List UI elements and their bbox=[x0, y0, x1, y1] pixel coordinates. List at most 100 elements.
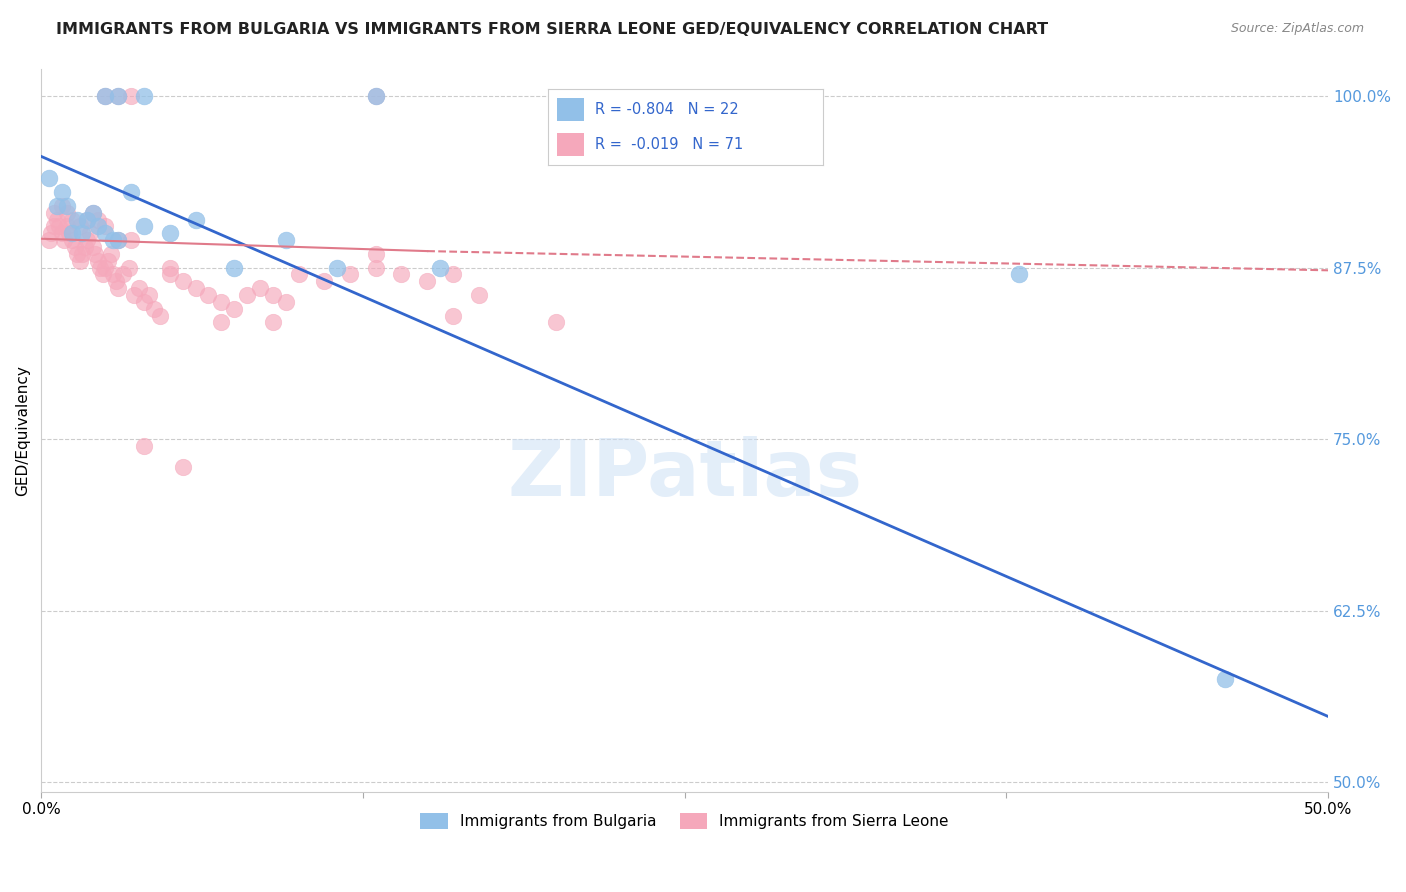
Point bbox=[79, 226, 101, 240]
Point bbox=[103, 233, 125, 247]
Bar bbox=[557, 98, 583, 121]
Point bbox=[112, 268, 135, 282]
Point bbox=[262, 288, 284, 302]
Point bbox=[236, 288, 259, 302]
Point bbox=[60, 226, 83, 240]
Point bbox=[107, 233, 129, 247]
Point bbox=[60, 233, 83, 247]
Point bbox=[274, 233, 297, 247]
Text: ZIPatlas: ZIPatlas bbox=[508, 435, 862, 512]
Point bbox=[262, 316, 284, 330]
Point bbox=[82, 240, 104, 254]
Point bbox=[209, 294, 232, 309]
Point bbox=[76, 212, 98, 227]
Point bbox=[544, 316, 567, 330]
Point bbox=[1213, 673, 1236, 687]
Point bbox=[128, 281, 150, 295]
Point bbox=[132, 294, 155, 309]
Point bbox=[143, 301, 166, 316]
Point bbox=[441, 268, 464, 282]
Point bbox=[364, 89, 387, 103]
Point bbox=[42, 205, 65, 219]
Point bbox=[38, 171, 60, 186]
Point bbox=[364, 89, 387, 103]
Point bbox=[51, 185, 73, 199]
Point bbox=[314, 274, 336, 288]
Point bbox=[132, 89, 155, 103]
Point bbox=[82, 205, 104, 219]
Point bbox=[42, 219, 65, 234]
Point bbox=[76, 233, 98, 247]
Point bbox=[56, 205, 79, 219]
Point bbox=[89, 260, 111, 275]
Point bbox=[172, 274, 194, 288]
Text: R = -0.804   N = 22: R = -0.804 N = 22 bbox=[595, 103, 738, 117]
Point bbox=[172, 459, 194, 474]
Point bbox=[416, 274, 439, 288]
Point bbox=[56, 219, 79, 234]
Point bbox=[224, 301, 246, 316]
Point bbox=[441, 309, 464, 323]
Point bbox=[104, 274, 127, 288]
Point bbox=[45, 212, 67, 227]
Point bbox=[132, 219, 155, 234]
Point bbox=[56, 199, 79, 213]
Text: IMMIGRANTS FROM BULGARIA VS IMMIGRANTS FROM SIERRA LEONE GED/EQUIVALENCY CORRELA: IMMIGRANTS FROM BULGARIA VS IMMIGRANTS F… bbox=[56, 22, 1049, 37]
Point bbox=[122, 288, 145, 302]
Point bbox=[94, 260, 117, 275]
Point bbox=[51, 226, 73, 240]
Point bbox=[51, 199, 73, 213]
Point bbox=[69, 219, 91, 234]
Point bbox=[364, 247, 387, 261]
Point bbox=[197, 288, 219, 302]
Point bbox=[184, 212, 207, 227]
Point bbox=[429, 260, 451, 275]
Point bbox=[467, 288, 489, 302]
Point bbox=[84, 247, 107, 261]
Point bbox=[391, 268, 413, 282]
Point bbox=[53, 233, 76, 247]
Point bbox=[120, 89, 142, 103]
Point bbox=[364, 260, 387, 275]
Point bbox=[159, 268, 181, 282]
Point bbox=[91, 268, 114, 282]
Point bbox=[66, 212, 89, 227]
Point bbox=[184, 281, 207, 295]
Point bbox=[100, 247, 122, 261]
Point bbox=[120, 233, 142, 247]
Point bbox=[66, 247, 89, 261]
Point bbox=[97, 253, 120, 268]
Point bbox=[87, 212, 110, 227]
Point bbox=[94, 89, 117, 103]
Point bbox=[209, 316, 232, 330]
Bar bbox=[557, 133, 583, 156]
Y-axis label: GED/Equivalency: GED/Equivalency bbox=[15, 365, 30, 496]
Point bbox=[41, 226, 63, 240]
Point bbox=[274, 294, 297, 309]
Point bbox=[82, 205, 104, 219]
Point bbox=[120, 185, 142, 199]
Point bbox=[48, 219, 70, 234]
Point bbox=[107, 281, 129, 295]
Point bbox=[69, 253, 91, 268]
Point bbox=[132, 439, 155, 453]
Point bbox=[58, 226, 80, 240]
Point bbox=[45, 199, 67, 213]
Point bbox=[87, 219, 110, 234]
Legend: Immigrants from Bulgaria, Immigrants from Sierra Leone: Immigrants from Bulgaria, Immigrants fro… bbox=[415, 806, 955, 835]
Point bbox=[94, 89, 117, 103]
Point bbox=[249, 281, 271, 295]
Point bbox=[159, 226, 181, 240]
Point bbox=[159, 260, 181, 275]
Point bbox=[63, 240, 86, 254]
Point bbox=[326, 260, 349, 275]
Text: R =  -0.019   N = 71: R = -0.019 N = 71 bbox=[595, 137, 744, 152]
Point bbox=[87, 253, 110, 268]
Point bbox=[94, 219, 117, 234]
Point bbox=[72, 226, 94, 240]
Text: Source: ZipAtlas.com: Source: ZipAtlas.com bbox=[1230, 22, 1364, 36]
Point bbox=[94, 226, 117, 240]
Point bbox=[339, 268, 361, 282]
Point bbox=[38, 233, 60, 247]
Point bbox=[107, 89, 129, 103]
